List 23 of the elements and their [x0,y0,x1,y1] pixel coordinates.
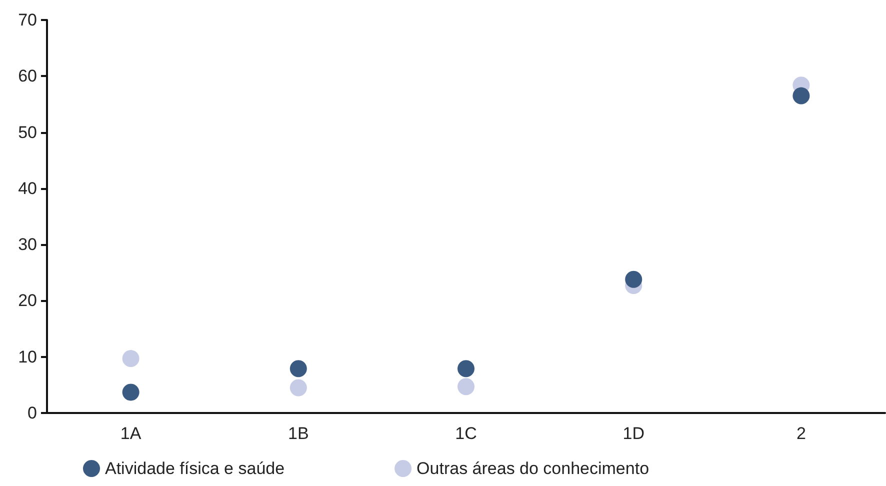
x-tick-label: 1C [455,424,477,443]
y-tick-label: 30 [18,235,37,254]
point [290,379,307,396]
point [290,360,307,378]
y-tick-label: 60 [18,66,37,86]
point [458,360,474,378]
y-tick-label: 10 [18,347,37,366]
legend-label: Outras áreas do conhecimento [416,459,650,478]
point [122,384,140,401]
x-tick-label: 2 [796,424,806,443]
y-tick-label: 20 [18,291,37,310]
x-tick-label: 1B [288,424,309,443]
point [122,350,140,368]
y-tick-label: 70 [18,10,37,30]
legend-label: Atividade física e saúde [105,459,285,478]
point [458,378,474,396]
x-tick-label: 1A [120,424,142,443]
point [792,87,810,104]
x-tick-label: 1D [622,424,644,443]
point [625,270,642,288]
y-tick-label: 50 [18,122,37,142]
y-tick-label: 0 [28,404,37,422]
y-tick-label: 40 [18,178,37,198]
